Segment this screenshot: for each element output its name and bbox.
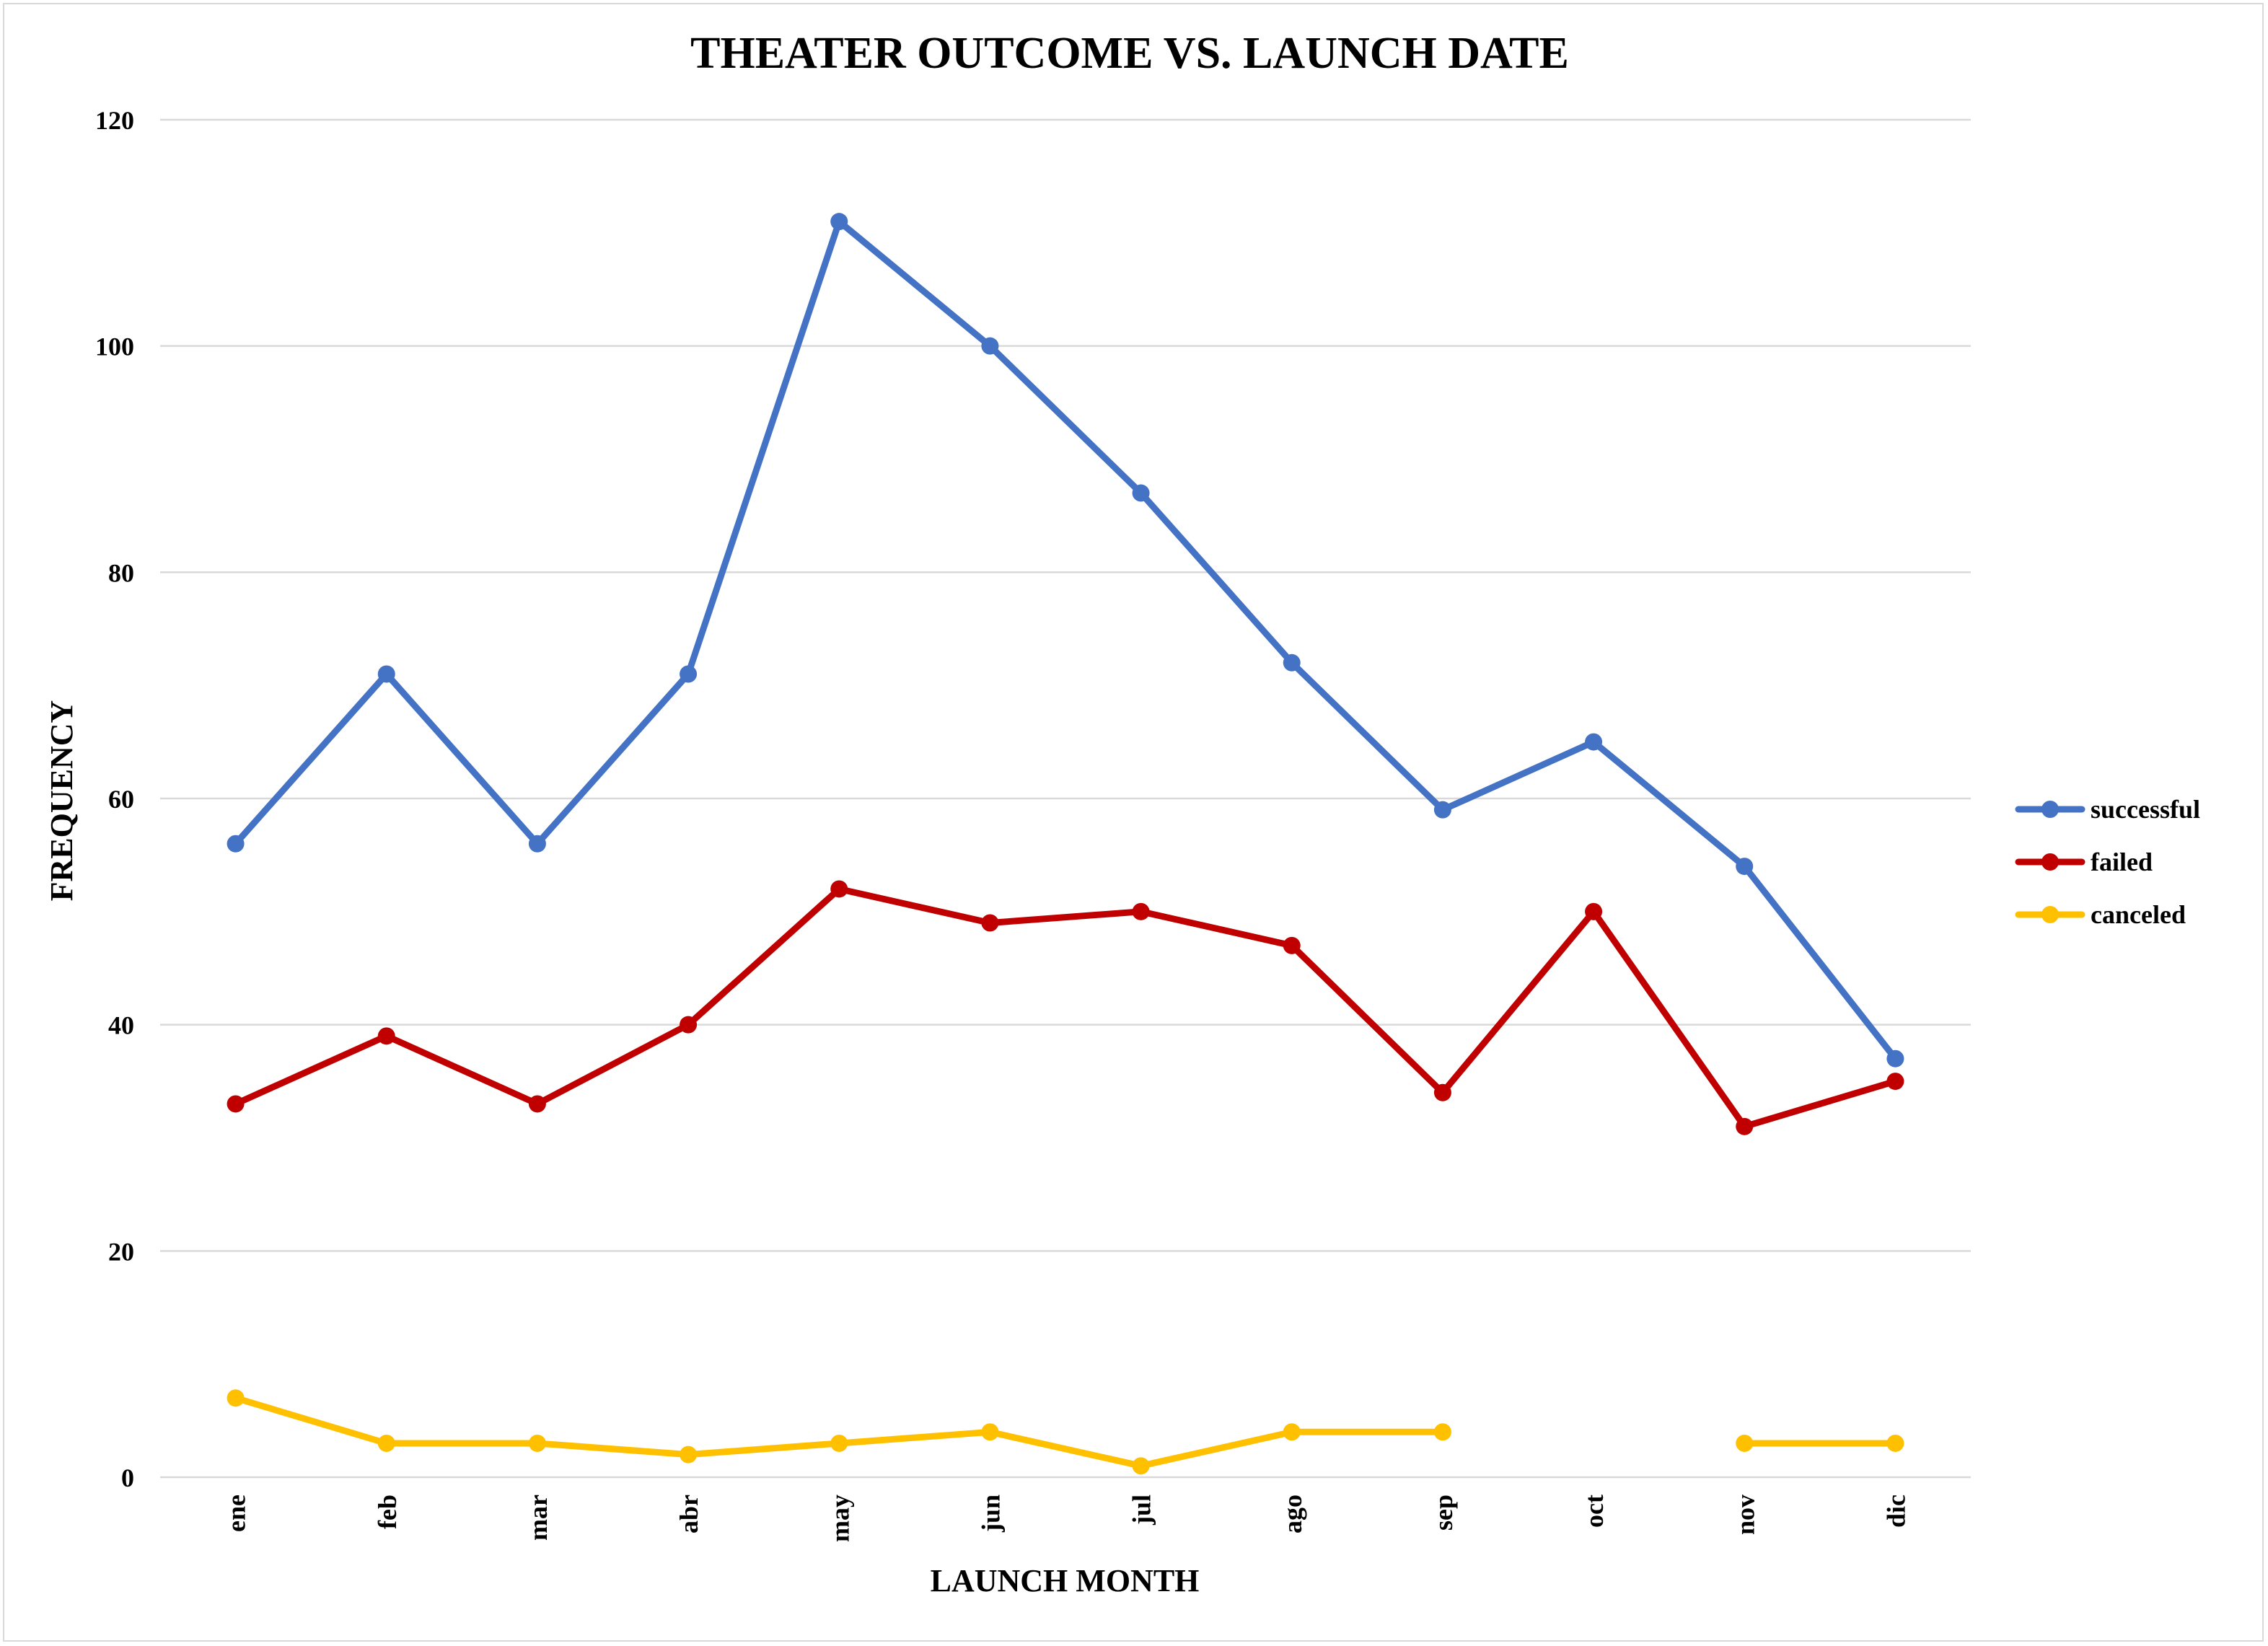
y-tick-label: 120 — [95, 106, 134, 135]
x-tick-label: may — [825, 1495, 854, 1542]
data-point — [830, 1434, 848, 1452]
data-point — [377, 1434, 395, 1452]
series-line — [232, 1394, 1446, 1469]
x-tick-label: ago — [1278, 1495, 1307, 1533]
data-point — [830, 213, 848, 231]
legend-swatch-marker — [2041, 906, 2059, 923]
legend-label: successful — [2091, 795, 2200, 824]
data-point — [1283, 936, 1301, 954]
y-tick-label: 40 — [108, 1011, 134, 1040]
data-point — [377, 665, 395, 683]
series-canceled — [227, 1389, 1904, 1475]
x-tick-label: mar — [524, 1495, 553, 1541]
x-tick-label: oct — [1580, 1495, 1609, 1528]
x-tick-label: jul — [1128, 1495, 1156, 1526]
data-point — [1283, 653, 1301, 672]
x-tick-label: ene — [222, 1495, 251, 1532]
data-point — [1283, 1423, 1301, 1441]
y-tick-label: 100 — [95, 333, 134, 361]
y-axis-title: FREQUENCY — [44, 700, 79, 902]
data-point — [1736, 858, 1754, 876]
data-point — [1132, 1457, 1150, 1475]
data-point — [1886, 1434, 1904, 1452]
data-point — [1433, 1423, 1451, 1441]
data-point — [227, 835, 245, 853]
legend-label: failed — [2091, 848, 2153, 876]
series-successful — [227, 213, 1904, 1068]
data-point — [830, 880, 848, 898]
gridlines — [160, 118, 1971, 1479]
data-point — [227, 1095, 245, 1113]
x-tick-label: jun — [976, 1495, 1005, 1533]
legend-swatch-marker — [2041, 801, 2059, 818]
y-tick-label: 20 — [108, 1237, 134, 1266]
legend-label: canceled — [2091, 900, 2186, 929]
data-point — [981, 914, 999, 932]
data-point — [1736, 1434, 1754, 1452]
data-point — [227, 1389, 245, 1407]
data-point — [528, 835, 546, 853]
data-point — [1132, 902, 1150, 920]
x-tick-label: dic — [1881, 1495, 1910, 1528]
legend: successful failed canceled — [2015, 795, 2200, 929]
data-point — [1585, 733, 1603, 751]
data-point — [981, 337, 999, 355]
x-tick-label: feb — [373, 1495, 402, 1529]
chart-title: THEATER OUTCOME VS. LAUNCH DATE — [690, 29, 1569, 78]
legend-item-canceled: canceled — [2015, 900, 2186, 929]
x-tick-label: nov — [1731, 1495, 1759, 1535]
data-point — [680, 1445, 698, 1464]
x-axis-ticks: ene feb mar abr may jun jul ago sep oct nov dic — [222, 1495, 1911, 1542]
series-line — [232, 886, 1899, 1130]
y-tick-label: 60 — [108, 785, 134, 814]
data-point — [680, 665, 698, 683]
data-point — [1886, 1049, 1904, 1068]
x-tick-label: abr — [674, 1495, 703, 1533]
y-axis-ticks: 0 20 40 60 80 100 120 — [95, 106, 134, 1492]
data-point — [981, 1423, 999, 1441]
data-point — [528, 1434, 546, 1452]
data-point — [528, 1095, 546, 1113]
series-layer — [227, 213, 1904, 1475]
data-point — [680, 1016, 698, 1034]
data-point — [1585, 902, 1603, 920]
chart-frame — [3, 3, 2264, 1642]
legend-item-failed: failed — [2015, 848, 2153, 876]
data-point — [377, 1027, 395, 1045]
legend-item-successful: successful — [2015, 795, 2200, 824]
series-failed — [227, 880, 1904, 1135]
data-point — [1736, 1117, 1754, 1135]
data-point — [1433, 1083, 1451, 1101]
data-point — [1433, 801, 1451, 819]
x-axis-title: LAUNCH MONTH — [931, 1563, 1200, 1598]
x-tick-label: sep — [1429, 1495, 1458, 1531]
legend-swatch-marker — [2041, 853, 2059, 871]
y-tick-label: 0 — [121, 1464, 134, 1492]
series-line — [232, 218, 1899, 1062]
y-tick-label: 80 — [108, 558, 134, 587]
data-point — [1132, 484, 1150, 502]
data-point — [1886, 1073, 1904, 1091]
